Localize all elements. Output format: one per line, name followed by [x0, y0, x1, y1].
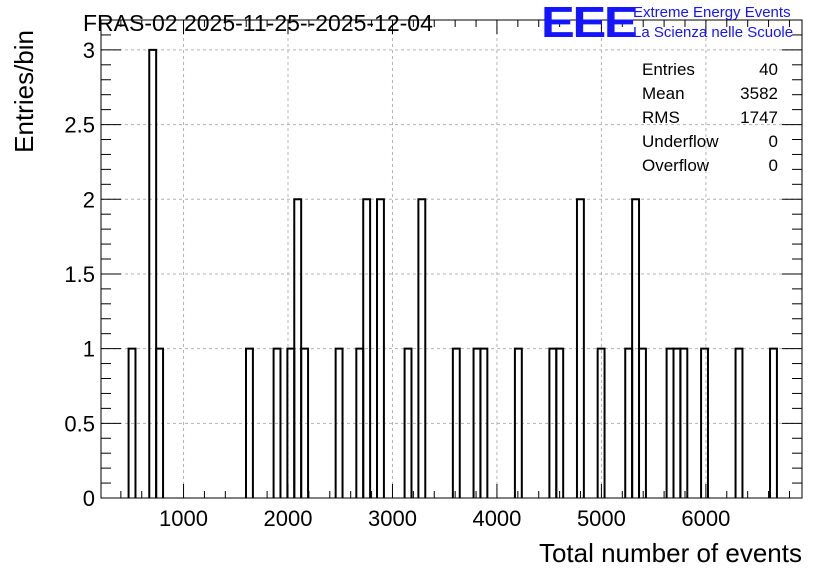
x-tick-label: 6000 — [681, 506, 730, 531]
histogram-bin — [700, 347, 709, 498]
axis-ticks — [101, 20, 802, 499]
histogram-bin — [734, 347, 744, 498]
y-tick-label: 1.5 — [64, 262, 95, 287]
stat-label: Entries — [642, 60, 695, 79]
eee-logo-text: Extreme Energy Events La Scienza nelle S… — [633, 3, 793, 43]
eee-logo-mark: EEE — [541, 0, 638, 47]
x-axis-label: Total number of events — [539, 538, 802, 568]
histogram-bin — [513, 347, 523, 498]
logo-line-2: La Scienza nelle Scuole — [633, 24, 794, 41]
stat-value: 1747 — [740, 108, 778, 127]
stat-row: Mean 3582 — [642, 84, 778, 108]
y-axis-label: Entries/bin — [9, 30, 39, 153]
histogram-bin — [417, 198, 427, 498]
histogram-bin — [451, 347, 461, 498]
tick-labels: 1000 2000 3000 4000 5000 6000 0 0.5 1 1.5 2 2.5 3 — [64, 38, 730, 531]
stat-label: Mean — [642, 84, 685, 103]
histogram-bin — [575, 198, 585, 498]
stat-row: Overflow 0 — [642, 156, 778, 180]
stat-label: RMS — [642, 108, 680, 127]
x-tick-label: 2000 — [264, 506, 313, 531]
y-tick-label: 0.5 — [64, 411, 95, 436]
logo-line-1: Extreme Energy Events — [633, 4, 791, 21]
stats-box: Entries 40 Mean 3582 RMS 1747 Underflow 0 Ov… — [642, 60, 778, 180]
histogram-bin — [362, 198, 372, 498]
x-tick-label: 1000 — [159, 506, 208, 531]
stat-label: Overflow — [642, 156, 710, 175]
y-tick-label: 0 — [83, 486, 95, 511]
y-tick-label: 3 — [83, 38, 95, 63]
stat-value: 3582 — [740, 84, 778, 103]
histogram-bin — [334, 347, 344, 498]
x-tick-label: 4000 — [472, 506, 521, 531]
stat-value: 0 — [768, 132, 778, 151]
stat-label: Underflow — [642, 132, 719, 151]
eee-logo: EEE Extreme Energy Events La Scienza nel… — [541, 1, 793, 45]
histogram-bin — [245, 347, 254, 498]
histogram-bin — [679, 347, 689, 498]
x-tick-label: 3000 — [368, 506, 417, 531]
stat-value: 0 — [768, 156, 778, 175]
histogram-bin — [300, 347, 310, 498]
chart-title: FRAS-02 2025-11-25--2025-12-04 — [83, 10, 433, 36]
x-tick-label: 5000 — [577, 506, 626, 531]
y-tick-label: 1 — [83, 337, 95, 362]
histogram-bin — [127, 347, 137, 498]
histogram-bars — [101, 48, 802, 499]
histogram-bin — [769, 347, 778, 498]
y-tick-label: 2.5 — [64, 113, 95, 138]
histogram-bin — [403, 347, 413, 498]
stat-value: 40 — [759, 60, 778, 79]
histogram-bin — [479, 347, 489, 498]
histogram-bin — [555, 347, 565, 498]
stat-row: RMS 1747 — [642, 108, 778, 132]
stat-row: Entries 40 — [642, 60, 778, 84]
histogram-bin — [155, 347, 165, 498]
histogram-bin — [148, 48, 158, 498]
histogram-bin — [638, 347, 647, 498]
histogram-bin — [596, 347, 606, 498]
stat-row: Underflow 0 — [642, 132, 778, 156]
histogram-bin — [376, 198, 385, 498]
y-tick-label: 2 — [83, 187, 95, 212]
histogram-bin — [272, 347, 282, 498]
